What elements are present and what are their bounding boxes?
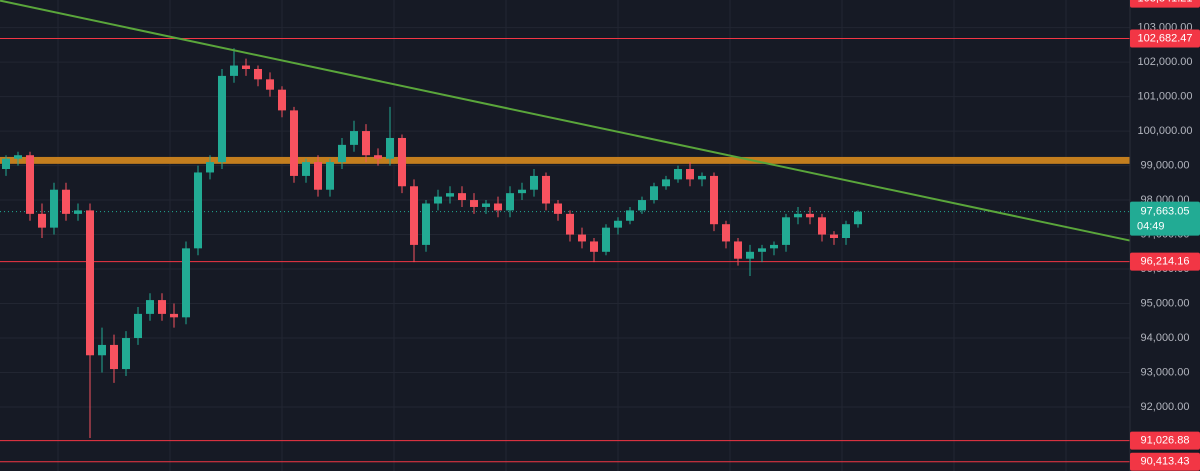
candle-body <box>254 68 262 80</box>
candle-body <box>746 251 754 259</box>
candle-body <box>758 248 766 252</box>
level-label: 103,841.21 <box>1137 0 1192 4</box>
candle-body <box>146 300 154 314</box>
y-tick-label: 101,000.00 <box>1137 90 1192 102</box>
candle-body <box>710 175 718 225</box>
candle-body <box>158 300 166 314</box>
level-label-box <box>1130 0 1200 8</box>
candle-body <box>374 155 382 159</box>
candle-body <box>506 193 514 211</box>
candle-body <box>398 137 406 187</box>
candle-body <box>290 110 298 176</box>
candle-body <box>26 155 34 214</box>
candle-body <box>770 244 778 249</box>
candle-body <box>734 241 742 259</box>
candle-body <box>662 179 670 187</box>
candle-body <box>86 210 94 356</box>
candle-body <box>482 203 490 207</box>
y-tick-label: 92,000.00 <box>1141 401 1190 413</box>
candle-body <box>410 186 418 245</box>
candle-body <box>314 162 322 190</box>
y-tick-label: 102,000.00 <box>1137 56 1192 68</box>
candle-body <box>554 203 562 214</box>
countdown-label: 04:49 <box>1137 221 1165 233</box>
candle-body <box>578 234 586 242</box>
candle-body <box>794 213 802 218</box>
candle-body <box>170 313 178 318</box>
candle-body <box>110 344 118 370</box>
candle-body <box>854 211 862 225</box>
candle-body <box>566 213 574 235</box>
level-label-box <box>1130 29 1200 48</box>
candle-body <box>434 196 442 204</box>
y-tick-label: 100,000.00 <box>1137 125 1192 137</box>
trendline <box>0 0 1131 242</box>
candle-body <box>494 203 502 211</box>
candle-body <box>266 79 274 90</box>
candle-body <box>326 162 334 190</box>
y-tick-label: 99,000.00 <box>1141 159 1190 171</box>
candle-body <box>134 313 142 339</box>
candle-body <box>422 203 430 245</box>
candle-body <box>650 186 658 201</box>
candle-body <box>782 217 790 245</box>
candle-body <box>842 224 850 239</box>
candle-body <box>350 131 358 145</box>
candle-body <box>542 175 550 204</box>
candle-body <box>722 224 730 242</box>
candle-body <box>98 344 106 356</box>
candle-body <box>686 169 694 180</box>
candle-body <box>806 213 814 218</box>
candle-body <box>230 65 238 76</box>
last-price-box <box>1130 201 1200 236</box>
candle-body <box>818 217 826 235</box>
level-label-box <box>1130 431 1200 450</box>
level-label-box <box>1130 452 1200 471</box>
candle-body <box>182 248 190 318</box>
candle-body <box>62 189 70 214</box>
candle-body <box>362 131 370 156</box>
candle-body <box>830 234 838 239</box>
y-tick-label: 93,000.00 <box>1141 366 1190 378</box>
candle-body <box>302 162 310 176</box>
candle-body <box>38 213 46 228</box>
y-tick-label: 95,000.00 <box>1141 297 1190 309</box>
candle-body <box>446 193 454 197</box>
candle-body <box>614 220 622 228</box>
level-label: 96,214.16 <box>1141 256 1190 268</box>
candle-body <box>2 158 10 170</box>
candle-body <box>194 172 202 249</box>
last-price-label: 97,663.05 <box>1141 206 1190 218</box>
candle-body <box>74 210 82 214</box>
candle-body <box>590 241 598 252</box>
candle-body <box>386 137 394 159</box>
y-tick-label: 94,000.00 <box>1141 332 1190 344</box>
candle-body <box>518 189 526 194</box>
candle-body <box>638 200 646 211</box>
level-label: 90,413.43 <box>1141 456 1190 468</box>
candle-body <box>50 189 58 228</box>
zone <box>0 156 1130 164</box>
candle-body <box>626 210 634 221</box>
level-label: 102,682.47 <box>1137 32 1192 44</box>
candle-body <box>218 75 226 163</box>
candle-body <box>698 175 706 180</box>
candle-body <box>242 65 250 69</box>
candle-body <box>470 200 478 207</box>
candle-body <box>122 338 130 370</box>
candle-body <box>458 193 466 201</box>
candle-body <box>530 175 538 190</box>
candle-body <box>602 227 610 252</box>
candle-body <box>674 169 682 180</box>
level-label: 91,026.88 <box>1141 434 1190 446</box>
candle-body <box>338 144 346 163</box>
candle-body <box>206 162 214 173</box>
candle-body <box>14 155 22 159</box>
candle-body <box>278 89 286 111</box>
level-label-box <box>1130 252 1200 271</box>
